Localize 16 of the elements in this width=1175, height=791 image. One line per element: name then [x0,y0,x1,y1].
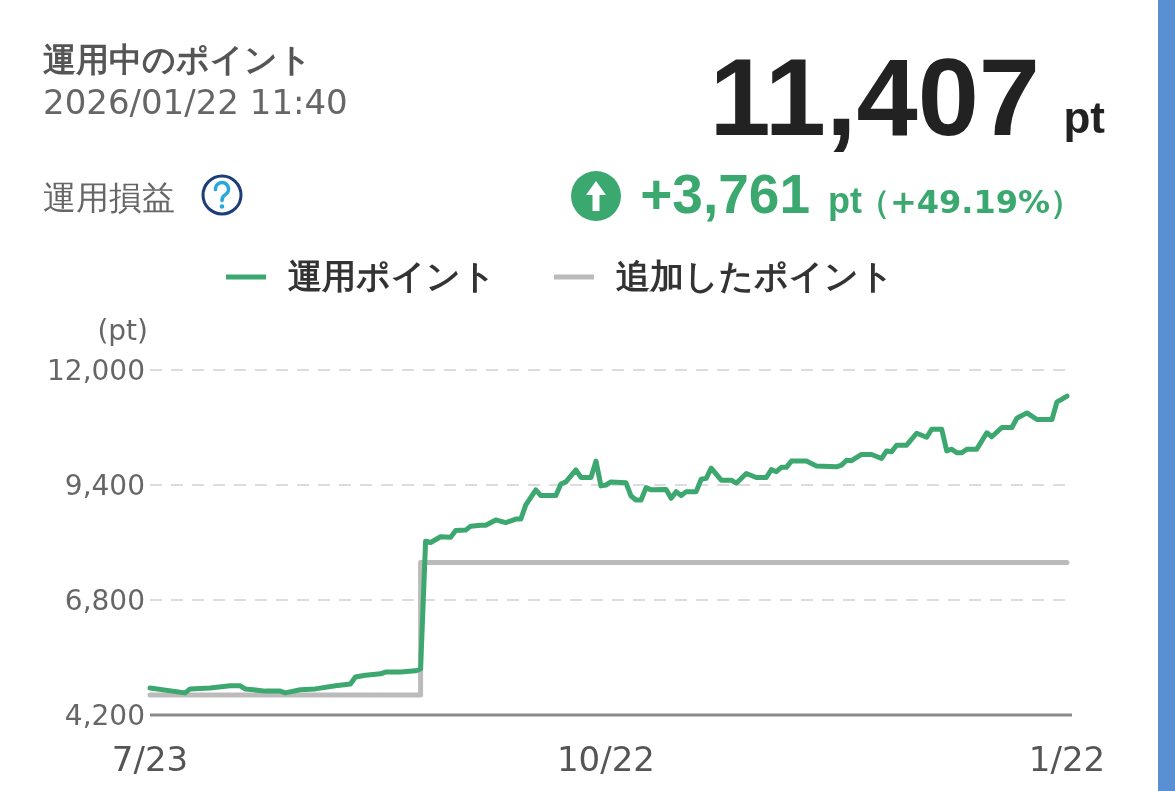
y-tick-label: 9,400 [64,469,145,503]
x-tick-label: 1/22 [1028,739,1106,779]
y-tick-label: 4,200 [64,699,145,733]
chart-title: 運用中のポイント [43,40,312,79]
x-tick-label: 10/22 [557,739,655,779]
x-tick-label: 7/23 [111,739,189,779]
chart-subtitle: 2026/01/22 11:40 [43,82,348,122]
text: +3,761 [640,163,810,225]
text: pt [1063,93,1106,142]
y-tick-label: 6,800 [64,584,145,618]
text: 11,407 [709,35,1040,158]
y-axis-title: (pt) [97,314,148,347]
y-tick-label: 12,000 [47,354,145,388]
legend-label: 運用ポイント [288,256,496,296]
text: 運用損益 [43,178,175,217]
legend-label: 追加したポイント [616,256,894,296]
